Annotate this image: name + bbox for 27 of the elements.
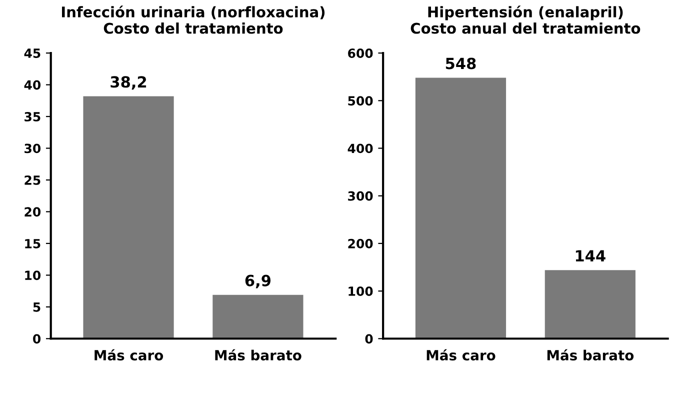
y-tick-label: 0 [33, 334, 41, 344]
y-tick-label: 15 [25, 239, 40, 248]
chart-title: Hipertensión (enalapril) Costo anual del tratamiento [410, 6, 640, 34]
x-tick-label: Más caro [94, 349, 164, 360]
y-tick-label: 45 [24, 48, 40, 58]
data-label: 144 [576, 250, 606, 262]
y-tick-label: 25 [24, 175, 40, 185]
data-label: 6,9 [245, 274, 271, 288]
y-tick-label: 40 [24, 80, 41, 90]
x-tick-label: Más barato [215, 349, 302, 360]
y-tick-label: 400 [348, 144, 373, 154]
y-tick-label: 0 [365, 334, 373, 344]
data-label: 38,2 [110, 76, 146, 90]
x-tick-label: Más barato [547, 349, 634, 360]
y-tick-label: 300 [348, 191, 373, 201]
chart-title: Infección urinaria (norfloxacina) Costo del tratamiento [62, 6, 325, 34]
y-tick-label: 10 [25, 270, 41, 280]
y-tick-label: 600 [348, 48, 373, 58]
y-tick-label: 200 [348, 238, 373, 248]
y-tick-label: 500 [348, 96, 373, 106]
y-tick-label: 100 [348, 286, 373, 296]
y-tick-label: 20 [24, 207, 41, 217]
data-label: 548 [446, 58, 476, 70]
x-tick-label: Más caro [426, 349, 496, 360]
y-tick-label: 35 [24, 112, 40, 122]
y-tick-label: 30 [24, 144, 41, 154]
y-tick-label: 5 [33, 302, 40, 312]
